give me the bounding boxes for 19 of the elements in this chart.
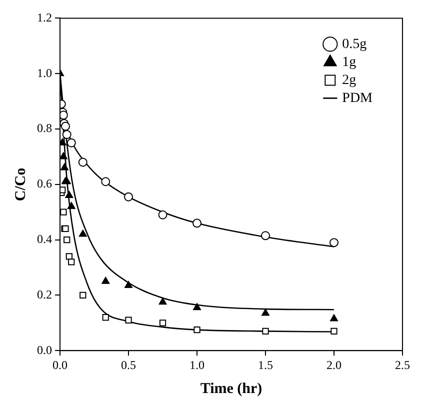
y-tick-label: 1.2 (37, 10, 52, 24)
y-tick-label: 1.0 (37, 66, 52, 80)
y-tick-label: 0.6 (37, 176, 52, 191)
y-tick-label: 0.4 (37, 232, 52, 246)
x-axis-title: Time (hr) (200, 380, 262, 397)
x-tick-label: 0.0 (52, 358, 68, 372)
x-tick-label: 2.5 (395, 358, 410, 372)
x-tick-label: 1.5 (258, 358, 273, 372)
x-tick-label: 2.0 (326, 358, 342, 372)
legend-label: 0.5g (342, 36, 367, 52)
x-tick-label: 0.5 (121, 358, 136, 372)
y-axis-title: C/Co (12, 168, 29, 202)
x-tick-label: 1.0 (190, 358, 204, 372)
y-tick-label: 0.2 (37, 287, 52, 302)
y-tick-label: 0.0 (37, 342, 52, 357)
legend-label: 2g (342, 72, 356, 88)
legend-label: PDM (342, 90, 374, 106)
legend-label: 1g (342, 54, 356, 70)
y-tick-label: 0.8 (37, 121, 52, 136)
